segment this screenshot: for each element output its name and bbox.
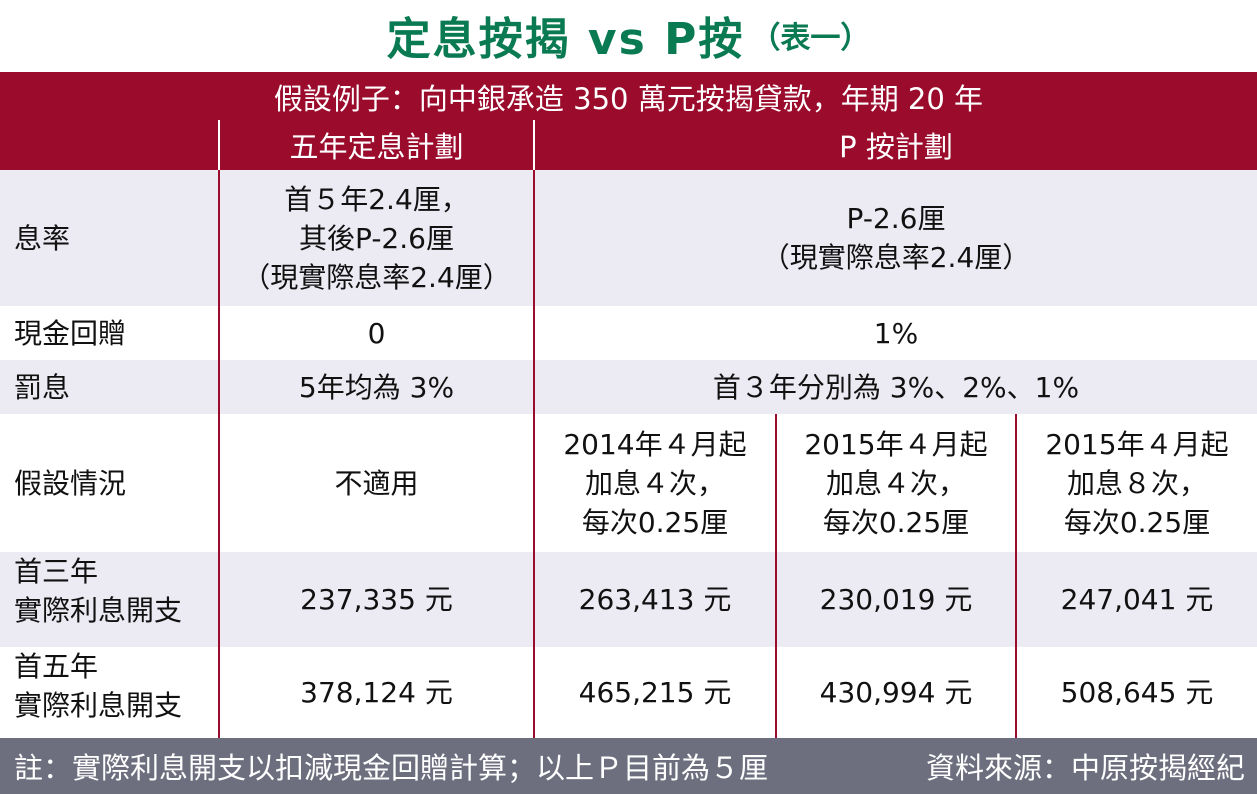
row-label-line: 實際利息開支 — [14, 594, 183, 627]
row-label-line: 首五年 — [14, 650, 99, 683]
penalty-prime: 首３年分別為 3%、2%、1% — [535, 360, 1257, 414]
penalty-fixed: 5年均為 3% — [220, 360, 533, 414]
scenario-line: 加息４次， — [825, 466, 966, 500]
footer-source: 資料來源：中原按揭經紀 — [925, 751, 1245, 785]
five-year-c: 508,645 元 — [1017, 647, 1257, 738]
scenario-line: 每次0.25厘 — [822, 505, 970, 539]
scenario-line: 2015年４月起 — [1045, 427, 1229, 461]
cashback-prime: 1% — [535, 306, 1257, 360]
column-divider — [533, 170, 535, 738]
row-label-five-year: 首五年 實際利息開支 — [0, 647, 218, 738]
header-fixed-plan: 五年定息計劃 — [220, 120, 533, 170]
three-year-fixed: 237,335 元 — [220, 552, 533, 647]
column-divider — [775, 414, 777, 738]
scenario-c: 2015年４月起 加息８次， 每次0.25厘 — [1017, 414, 1257, 552]
rate-fixed: 首５年2.4厘， 其後P-2.6厘 （現實際息率2.4厘） — [220, 170, 533, 306]
title-sub: （表一） — [750, 21, 871, 56]
five-year-a: 465,215 元 — [535, 647, 775, 738]
rate-fixed-line: 其後P-2.6厘 — [299, 221, 454, 255]
five-year-fixed: 378,124 元 — [220, 647, 533, 738]
rate-fixed-line: （現實際息率2.4厘） — [242, 260, 511, 294]
scenario-a: 2014年４月起 加息４次， 每次0.25厘 — [535, 414, 775, 552]
rate-prime-line: P-2.6厘 — [846, 202, 946, 235]
header-blank — [0, 120, 218, 170]
header-prime-plan: P 按計劃 — [535, 120, 1257, 170]
three-year-b: 230,019 元 — [777, 552, 1015, 647]
scenario-line: 加息８次， — [1066, 466, 1207, 500]
rate-prime-line: （現實際息率2.4厘） — [761, 241, 1031, 274]
row-label-penalty: 罰息 — [0, 360, 218, 414]
five-year-b: 430,994 元 — [777, 647, 1015, 738]
row-label-three-year: 首三年 實際利息開支 — [0, 552, 218, 647]
footer: 註：實際利息開支以扣減現金回贈計算；以上Ｐ目前為５厘 資料來源：中原按揭經紀 — [0, 738, 1257, 794]
row-label-cashback: 現金回贈 — [0, 306, 218, 360]
row-label-line: 首三年 — [14, 555, 99, 588]
cashback-fixed: 0 — [220, 306, 533, 360]
row-label-scenario: 假設情況 — [0, 414, 218, 552]
three-year-c: 247,041 元 — [1017, 552, 1257, 647]
scenario-line: 加息４次， — [584, 466, 725, 500]
page-title: 定息按揭 vs P按 （表一） — [0, 0, 1257, 70]
title-main: 定息按揭 vs P按 — [386, 14, 745, 65]
rate-fixed-line: 首５年2.4厘， — [284, 182, 469, 216]
row-label-line: 實際利息開支 — [14, 689, 183, 722]
rate-prime: P-2.6厘 （現實際息率2.4厘） — [535, 170, 1257, 306]
header-divider — [218, 120, 220, 170]
column-divider — [218, 170, 220, 738]
assumption-banner: 假設例子：向中銀承造 350 萬元按揭貸款，年期 20 年 — [0, 70, 1257, 122]
footer-note: 註：實際利息開支以扣減現金回贈計算；以上Ｐ目前為５厘 — [14, 751, 769, 785]
scenario-line: 2014年４月起 — [563, 427, 747, 461]
row-label-rate: 息率 — [0, 170, 218, 306]
three-year-a: 263,413 元 — [535, 552, 775, 647]
scenario-line: 2015年４月起 — [804, 427, 988, 461]
scenario-line: 每次0.25厘 — [581, 505, 729, 539]
column-divider — [1015, 414, 1017, 738]
scenario-line: 每次0.25厘 — [1063, 505, 1211, 539]
scenario-b: 2015年４月起 加息４次， 每次0.25厘 — [777, 414, 1015, 552]
scenario-fixed: 不適用 — [220, 414, 533, 552]
header-divider — [533, 120, 535, 170]
